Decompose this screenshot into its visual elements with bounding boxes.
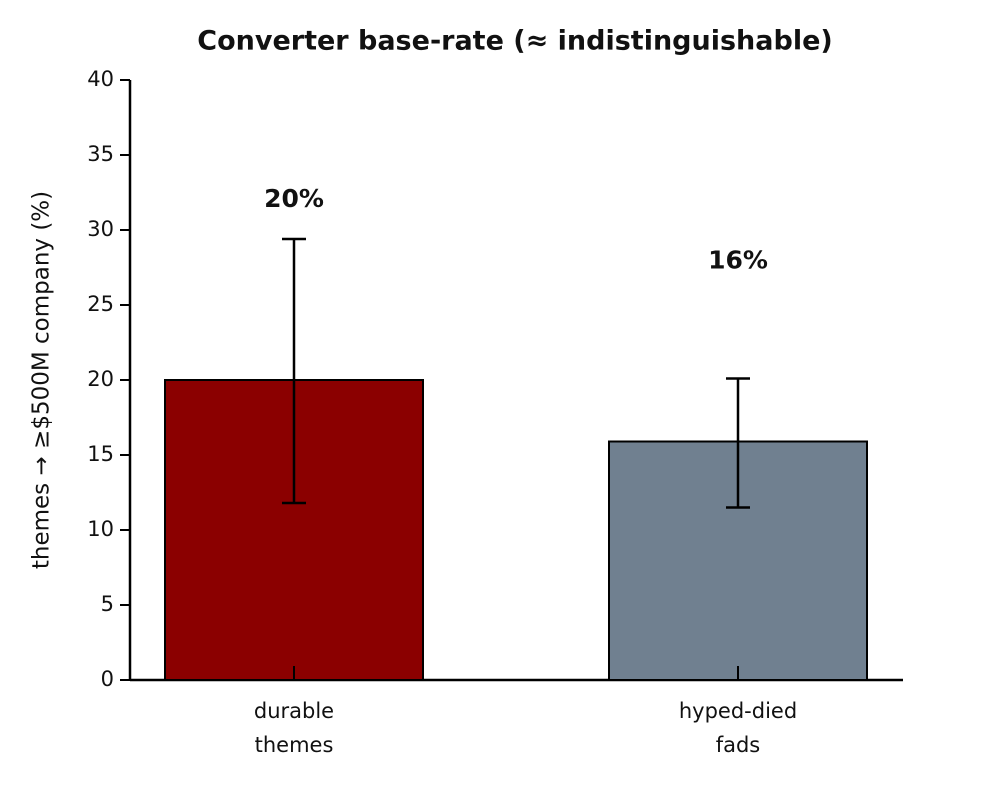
y-tick-label: 10: [87, 517, 114, 541]
y-tick-label: 25: [87, 292, 114, 316]
x-tick-label: hyped-died fads: [679, 699, 797, 757]
x-tick-label-line: themes: [255, 733, 334, 757]
y-tick-label: 40: [87, 67, 114, 91]
y-tick-label: 20: [87, 367, 114, 391]
x-tick-label: durable themes: [254, 699, 334, 757]
value-label: 20%: [264, 184, 324, 213]
y-tick-label: 30: [87, 217, 114, 241]
chart-title: Converter base-rate (≈ indistinguishable…: [197, 26, 832, 57]
y-axis-label: themes → ≥$500M company (%): [29, 191, 55, 569]
y-tick-label: 5: [101, 592, 114, 616]
value-label: 16%: [708, 246, 768, 275]
y-tick-label: 0: [101, 667, 114, 691]
y-tick-label: 15: [87, 442, 114, 466]
x-tick-label-line: durable: [254, 699, 334, 723]
x-tick-label-line: hyped-died: [679, 699, 797, 723]
y-tick-label: 35: [87, 142, 114, 166]
x-tick-label-line: fads: [716, 733, 761, 757]
